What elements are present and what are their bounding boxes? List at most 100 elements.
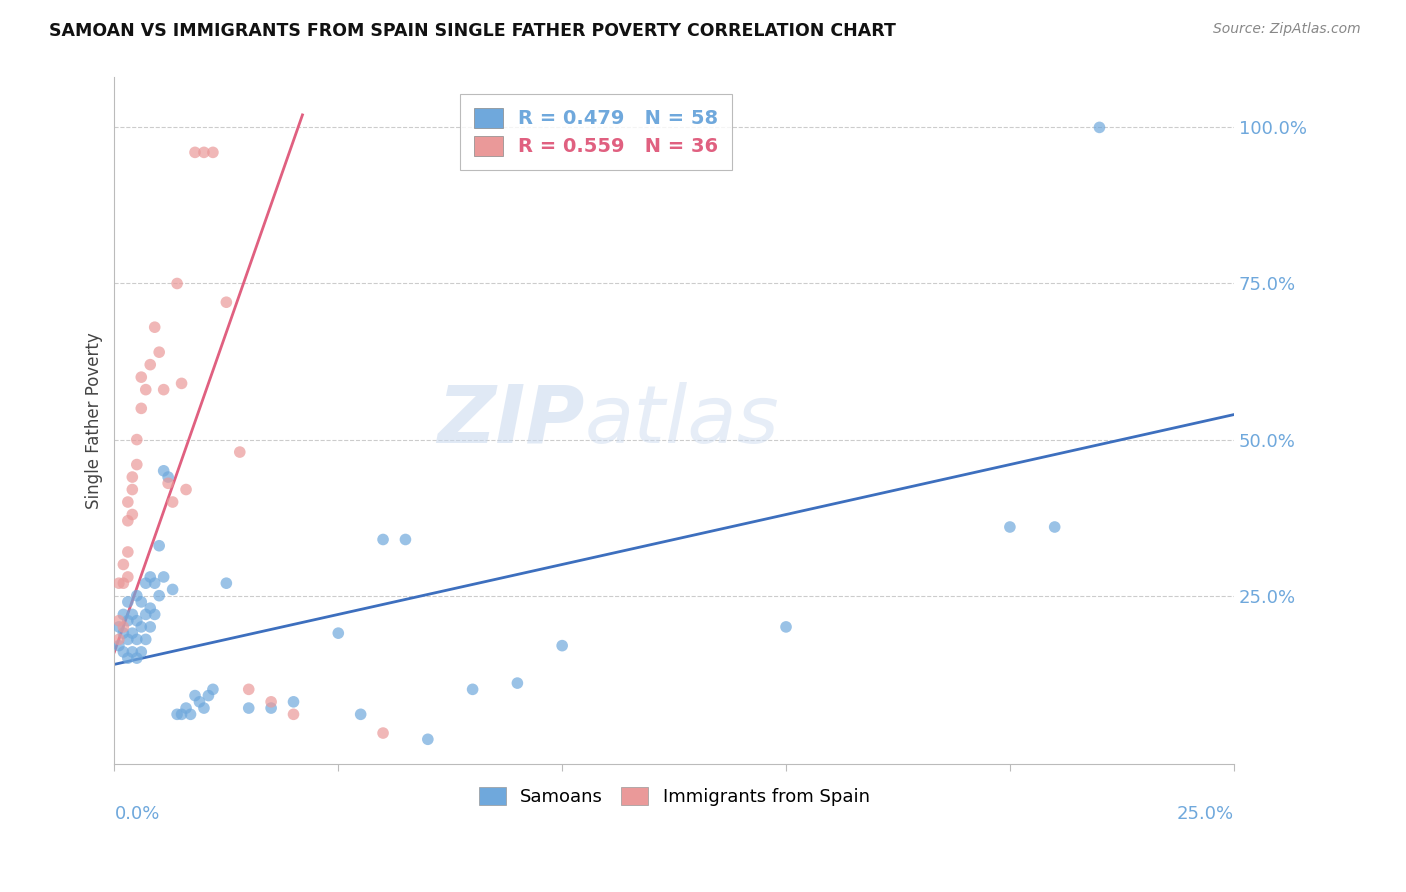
Point <box>193 145 215 160</box>
Point <box>162 495 184 509</box>
Point <box>135 632 157 647</box>
Point <box>108 632 131 647</box>
Point <box>152 464 174 478</box>
Point <box>112 626 135 640</box>
Point <box>166 277 188 291</box>
Point <box>112 607 135 622</box>
Point <box>157 476 180 491</box>
Point <box>121 508 143 522</box>
Point <box>416 732 439 747</box>
Legend: Samoans, Immigrants from Spain: Samoans, Immigrants from Spain <box>468 776 880 817</box>
Point <box>152 570 174 584</box>
Point <box>117 570 139 584</box>
Point <box>125 589 148 603</box>
Point <box>157 470 180 484</box>
Point <box>184 689 207 703</box>
Point <box>394 533 416 547</box>
Point <box>551 639 574 653</box>
Point <box>166 707 188 722</box>
Point <box>112 558 135 572</box>
Point <box>775 620 797 634</box>
Point <box>283 707 305 722</box>
Point <box>148 589 170 603</box>
Point <box>201 682 224 697</box>
Point <box>129 595 152 609</box>
Point <box>117 595 139 609</box>
Point <box>125 458 148 472</box>
Point <box>260 701 283 715</box>
Point <box>139 620 162 634</box>
Point <box>371 726 394 740</box>
Point <box>125 433 148 447</box>
Point <box>117 614 139 628</box>
Point <box>143 576 166 591</box>
Point <box>121 607 143 622</box>
Text: SAMOAN VS IMMIGRANTS FROM SPAIN SINGLE FATHER POVERTY CORRELATION CHART: SAMOAN VS IMMIGRANTS FROM SPAIN SINGLE F… <box>49 22 896 40</box>
Point <box>998 520 1021 534</box>
Point <box>506 676 529 690</box>
Point <box>129 620 152 634</box>
Point <box>1043 520 1066 534</box>
Point <box>117 495 139 509</box>
Point <box>148 345 170 359</box>
Point <box>135 576 157 591</box>
Point <box>193 701 215 715</box>
Point <box>129 401 152 416</box>
Point <box>215 576 238 591</box>
Text: ZIP: ZIP <box>437 382 585 460</box>
Y-axis label: Single Father Poverty: Single Father Poverty <box>86 333 103 509</box>
Point <box>112 576 135 591</box>
Point <box>117 514 139 528</box>
Point <box>125 651 148 665</box>
Point <box>461 682 484 697</box>
Point <box>238 701 260 715</box>
Point <box>139 358 162 372</box>
Point <box>108 576 131 591</box>
Point <box>143 607 166 622</box>
Point <box>174 483 197 497</box>
Point <box>135 383 157 397</box>
Point <box>125 632 148 647</box>
Point <box>174 701 197 715</box>
Point <box>162 582 184 597</box>
Point <box>121 470 143 484</box>
Point <box>238 682 260 697</box>
Point <box>188 695 211 709</box>
Point <box>184 145 207 160</box>
Point <box>117 632 139 647</box>
Point <box>197 689 219 703</box>
Point <box>1088 120 1111 135</box>
Text: Source: ZipAtlas.com: Source: ZipAtlas.com <box>1213 22 1361 37</box>
Point <box>139 570 162 584</box>
Point <box>129 645 152 659</box>
Point <box>260 695 283 709</box>
Point <box>108 620 131 634</box>
Point <box>283 695 305 709</box>
Point <box>117 545 139 559</box>
Point <box>117 651 139 665</box>
Point <box>125 614 148 628</box>
Point <box>121 626 143 640</box>
Point <box>180 707 202 722</box>
Point <box>129 370 152 384</box>
Point <box>108 614 131 628</box>
Point <box>143 320 166 334</box>
Point <box>121 645 143 659</box>
Point <box>170 707 193 722</box>
Point <box>112 620 135 634</box>
Point <box>152 383 174 397</box>
Text: 0.0%: 0.0% <box>114 805 160 823</box>
Text: atlas: atlas <box>585 382 779 460</box>
Point <box>215 295 238 310</box>
Point <box>328 626 350 640</box>
Point <box>170 376 193 391</box>
Point <box>135 607 157 622</box>
Point <box>229 445 252 459</box>
Text: 25.0%: 25.0% <box>1177 805 1234 823</box>
Point <box>112 645 135 659</box>
Point <box>201 145 224 160</box>
Point <box>121 483 143 497</box>
Point <box>139 601 162 615</box>
Point <box>108 639 131 653</box>
Point <box>371 533 394 547</box>
